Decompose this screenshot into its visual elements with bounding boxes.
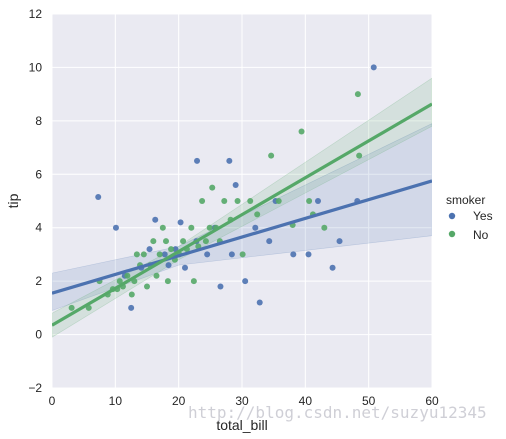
x-tick-label: 40 bbox=[299, 394, 313, 408]
point-no bbox=[133, 251, 140, 258]
legend-label-no: No bbox=[473, 228, 489, 242]
point-yes bbox=[177, 219, 184, 226]
legend-marker-yes bbox=[448, 212, 456, 220]
point-no bbox=[354, 91, 361, 98]
x-tick-label: 60 bbox=[425, 394, 439, 408]
point-no bbox=[221, 198, 228, 204]
point-yes bbox=[112, 224, 119, 231]
legend-label-yes: Yes bbox=[473, 209, 493, 223]
point-yes bbox=[256, 299, 263, 306]
point-yes bbox=[228, 251, 235, 258]
point-no bbox=[234, 198, 241, 204]
point-yes bbox=[305, 251, 312, 258]
point-yes bbox=[217, 283, 224, 290]
point-no bbox=[68, 304, 75, 311]
point-yes bbox=[172, 246, 179, 253]
point-no bbox=[298, 128, 305, 135]
point-yes bbox=[161, 251, 168, 258]
regression-line-yes bbox=[52, 179, 432, 295]
y-tick-label: 10 bbox=[29, 60, 43, 74]
point-no bbox=[116, 278, 123, 285]
scatter-points bbox=[68, 64, 377, 311]
y-tick-label: 12 bbox=[29, 7, 43, 21]
point-no bbox=[124, 272, 131, 279]
point-yes bbox=[329, 264, 336, 271]
point-yes bbox=[266, 238, 273, 245]
point-no bbox=[156, 251, 163, 258]
point-yes bbox=[336, 238, 343, 245]
x-tick-label: 30 bbox=[235, 394, 249, 408]
point-no bbox=[306, 198, 313, 204]
y-tick-label: 0 bbox=[35, 328, 42, 342]
grid bbox=[51, 13, 433, 389]
point-no bbox=[163, 238, 169, 245]
point-no bbox=[268, 152, 275, 159]
point-yes bbox=[232, 181, 239, 188]
y-tick-labels: −2 0 2 4 6 8 10 12 bbox=[28, 7, 42, 395]
legend-title: smoker bbox=[446, 193, 485, 207]
watermark: http://blog.csdn.net/suzyu12345 bbox=[188, 403, 487, 422]
regression-line-no bbox=[52, 102, 432, 327]
y-tick-label: 6 bbox=[35, 167, 42, 181]
confidence-band-no bbox=[52, 77, 432, 338]
point-no bbox=[202, 238, 209, 245]
y-tick-label: 2 bbox=[35, 274, 42, 288]
point-no bbox=[168, 246, 175, 253]
x-tick-label: 0 bbox=[49, 394, 56, 408]
point-no bbox=[188, 224, 195, 231]
point-yes bbox=[226, 157, 233, 164]
point-no bbox=[254, 211, 261, 218]
point-yes bbox=[128, 304, 135, 311]
point-no bbox=[128, 291, 135, 298]
point-no bbox=[356, 152, 363, 159]
point-yes bbox=[152, 216, 159, 223]
legend-marker-no bbox=[448, 230, 456, 238]
x-axis-label: total_bill bbox=[216, 417, 267, 433]
point-yes bbox=[95, 193, 102, 200]
point-no bbox=[209, 184, 216, 191]
point-no bbox=[144, 283, 150, 290]
point-no bbox=[321, 224, 328, 231]
point-no bbox=[140, 251, 147, 258]
y-tick-label: −2 bbox=[28, 381, 42, 395]
point-no bbox=[159, 224, 166, 231]
point-yes bbox=[242, 278, 249, 285]
point-yes bbox=[146, 246, 153, 253]
y-tick-label: 4 bbox=[35, 221, 42, 235]
point-no bbox=[275, 198, 282, 204]
point-yes bbox=[315, 198, 321, 204]
regression-lines bbox=[52, 102, 432, 327]
y-axis-label: tip bbox=[5, 193, 21, 208]
point-no bbox=[239, 251, 246, 258]
point-no bbox=[247, 198, 254, 204]
x-tick-label: 10 bbox=[109, 394, 123, 408]
y-tick-label: 8 bbox=[35, 114, 42, 128]
legend: smoker Yes No bbox=[446, 193, 493, 242]
point-yes bbox=[370, 64, 377, 71]
point-yes bbox=[182, 264, 188, 271]
point-no bbox=[180, 238, 187, 245]
point-no bbox=[164, 278, 171, 285]
point-yes bbox=[252, 224, 259, 231]
x-tick-label: 20 bbox=[172, 394, 186, 408]
point-yes bbox=[290, 251, 297, 258]
point-no bbox=[199, 198, 206, 204]
point-no bbox=[190, 278, 197, 285]
point-no bbox=[153, 272, 160, 279]
point-yes bbox=[204, 251, 211, 258]
point-no bbox=[206, 224, 213, 231]
point-yes bbox=[165, 262, 172, 269]
point-yes bbox=[194, 157, 201, 164]
x-tick-label: 50 bbox=[362, 394, 376, 408]
x-tick-labels: 0 10 20 30 40 50 60 bbox=[49, 394, 439, 408]
point-no bbox=[150, 238, 157, 245]
